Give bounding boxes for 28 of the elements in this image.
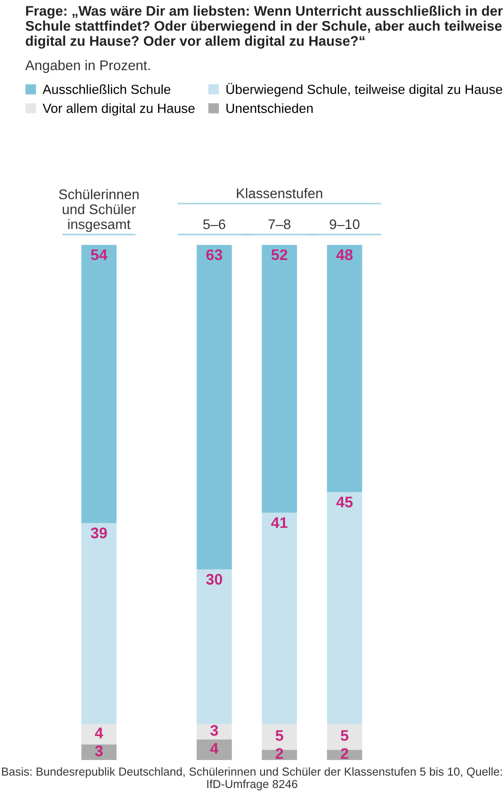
- data-label: 45: [336, 496, 353, 508]
- legend-label: Vor allem digital zu Hause: [42, 103, 195, 116]
- data-label: 3: [210, 724, 218, 736]
- text: Basis: Bundesrepublik Deutschland, Schülerinnen und Schüler der Klassenstufen 5 bis 10, Quelle: IfD-Umfrage 8246: [2, 767, 502, 790]
- data-label: 54: [90, 249, 108, 260]
- chart-subtitle: Angaben in Prozent.: [25, 60, 150, 73]
- x-tick-label: 9–10: [330, 219, 360, 230]
- data-label: 41: [271, 517, 288, 528]
- legend-label: Ausschließlich Schule: [42, 84, 170, 94]
- data-label: 30: [206, 574, 222, 585]
- data-label: 4: [210, 743, 218, 754]
- data-label: 2: [340, 748, 348, 759]
- chart-title: Frage: „Was wäre Dir am liebsten: Wenn Unterricht ausschließlich in der Schule stattfindet? Oder überwiegend in der Schule, aber auch teilweise digital zu Hause? Oder vor allem digital zu Hause?“: [26, 6, 503, 49]
- data-label: 52: [271, 249, 288, 260]
- x-tick-label: 5–6: [203, 219, 226, 230]
- data-label: 39: [90, 528, 107, 538]
- data-label: 5: [276, 730, 284, 741]
- data-label: 48: [336, 249, 353, 260]
- data-label: 4: [94, 728, 104, 738]
- text: Klassenstufen: [236, 188, 322, 198]
- x-tick-label: Schülerinnen und Schüler insgesamt: [59, 189, 139, 232]
- x-tick-label: 7–8: [268, 219, 290, 230]
- data-label: 5: [340, 730, 348, 741]
- legend-label: Überwiegend Schule, teilweise digital zu Hause: [226, 82, 502, 97]
- data-label: 2: [276, 748, 284, 759]
- legend-label: Unentschieden: [226, 103, 313, 114]
- data-label: 3: [95, 746, 103, 756]
- data-label: 63: [206, 249, 222, 260]
